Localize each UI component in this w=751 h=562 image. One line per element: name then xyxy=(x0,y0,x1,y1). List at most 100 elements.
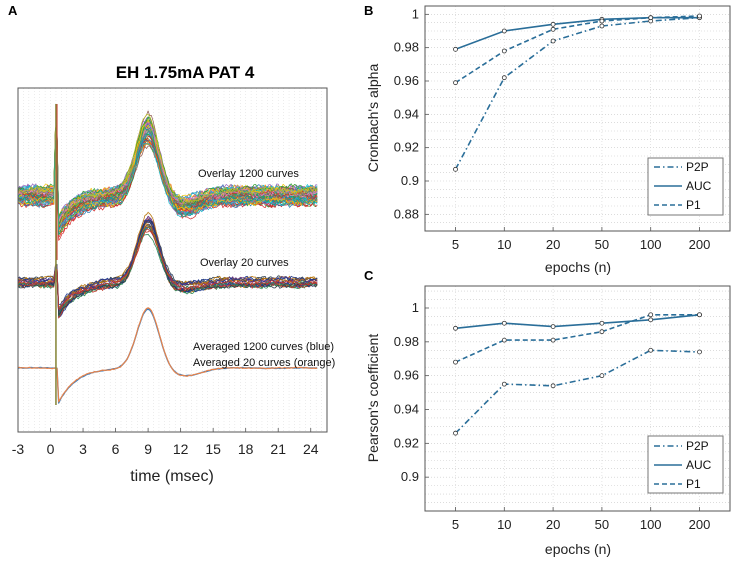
c-series-line-auc xyxy=(455,314,700,330)
c-data-point-p1 xyxy=(453,359,458,365)
c-x-tick-label: 20 xyxy=(546,517,560,532)
overlay-20-curve xyxy=(17,219,318,305)
b-data-point-auc xyxy=(453,46,458,52)
c-data-point-p2p xyxy=(550,383,556,389)
panel-b-series xyxy=(453,13,702,172)
b-data-point-p1 xyxy=(648,15,654,21)
panel-a-curves xyxy=(17,104,318,405)
b-y-tick-label: 0.96 xyxy=(394,73,419,88)
b-series-line-p2p xyxy=(454,16,700,170)
annotation-overlay-20: Overlay 20 curves xyxy=(200,257,289,269)
annotation-averaged-20: Averaged 20 curves (orange) xyxy=(193,357,335,369)
panel-c-series xyxy=(453,312,702,436)
b-data-point-p2p xyxy=(453,166,458,172)
c-data-point-auc xyxy=(453,325,458,331)
a-x-tick-label: 3 xyxy=(79,441,87,457)
c-x-tick-label: 5 xyxy=(452,517,459,532)
overlay-20-curve xyxy=(17,228,318,310)
panel-c-legend-p2p: P2P xyxy=(686,439,709,453)
overlay-1200-curve xyxy=(17,139,318,231)
c-data-point-p1 xyxy=(501,337,507,343)
b-y-tick-label: 1 xyxy=(412,6,419,21)
a-x-tick-label: 6 xyxy=(112,441,120,457)
panel-c-plot-frame xyxy=(424,285,731,512)
b-data-point-p1 xyxy=(453,80,458,86)
b-data-point-auc xyxy=(501,28,507,34)
b-x-tick-label: 50 xyxy=(595,237,609,252)
overlay-20-curve xyxy=(17,221,318,316)
annotation-averaged-1200: Averaged 1200 curves (blue) xyxy=(193,341,334,353)
c-series-line-p1 xyxy=(455,313,700,363)
panel-b-legend-p1: P1 xyxy=(686,198,701,212)
a-x-tick-label: 21 xyxy=(270,441,286,457)
panel-b-legend-p2p: P2P xyxy=(686,160,709,174)
b-data-point-p2p xyxy=(550,38,556,44)
c-x-tick-label: 100 xyxy=(640,517,662,532)
c-x-tick-label: 50 xyxy=(595,517,609,532)
overlay-1200-curve xyxy=(17,125,318,223)
overlay-1200-curve xyxy=(17,126,318,236)
b-data-point-p1 xyxy=(599,18,605,24)
b-data-point-p2p xyxy=(501,75,507,81)
a-x-tick-label: 0 xyxy=(47,441,55,457)
panel-b-y-axis-label: Cronbach's alpha xyxy=(365,64,381,173)
overlay-20-curve xyxy=(17,227,318,317)
c-data-point-p2p xyxy=(453,430,458,436)
c-series-line-p2p xyxy=(454,349,700,434)
panel-c-x-ticks: 5 10 20 50 100 200 xyxy=(452,507,710,532)
c-y-tick-label: 0.94 xyxy=(394,401,419,416)
c-y-tick-label: 0.96 xyxy=(394,368,419,383)
panel-a-x-axis-label: time (msec) xyxy=(130,468,214,485)
overlay-1200-curve xyxy=(17,116,318,218)
panel-c-y-axis-label: Pearson's coefficient xyxy=(365,334,381,463)
a-x-tick-label: 9 xyxy=(144,441,152,457)
a-x-tick-label: -3 xyxy=(12,441,25,457)
c-data-point-auc xyxy=(648,317,654,323)
b-y-tick-label: 0.92 xyxy=(394,140,419,155)
panel-c-pearson-coefficient: 0.9 0.92 0.94 0.96 0.98 1 5 10 20 50 100 200 epoch… xyxy=(365,285,731,557)
panel-b-cronbach-alpha: 0.88 0.9 0.92 0.94 0.96 0.98 1 5 10 20 50 100 200 e… xyxy=(365,5,731,275)
c-data-point-p2p xyxy=(648,347,654,353)
c-data-point-auc xyxy=(550,324,556,330)
a-x-tick-label: 24 xyxy=(303,441,319,457)
panel-c-x-axis-label: epochs (n) xyxy=(545,541,611,557)
overlay-1200-curve xyxy=(17,130,318,218)
annotation-overlay-1200: Overlay 1200 curves xyxy=(198,168,299,180)
c-data-point-p2p xyxy=(501,381,507,387)
b-x-tick-label: 10 xyxy=(497,237,511,252)
b-x-tick-label: 20 xyxy=(546,237,560,252)
panel-b-legend-auc: AUC xyxy=(686,179,712,193)
b-y-tick-label: 0.94 xyxy=(394,106,419,121)
b-data-point-p2p xyxy=(599,23,605,29)
panel-letter-a: A xyxy=(8,3,18,18)
c-data-point-auc xyxy=(599,320,605,326)
panel-b-x-axis-label: epochs (n) xyxy=(545,259,611,275)
c-y-tick-label: 0.9 xyxy=(401,469,419,484)
panel-b-y-ticks: 0.88 0.9 0.92 0.94 0.96 0.98 1 xyxy=(394,6,429,221)
b-x-tick-label: 5 xyxy=(452,237,459,252)
a-x-tick-label: 15 xyxy=(205,441,221,457)
c-data-point-p1 xyxy=(697,312,702,318)
panel-c-legend-auc: AUC xyxy=(686,458,712,472)
b-y-tick-label: 0.9 xyxy=(401,173,419,188)
b-data-point-p1 xyxy=(697,13,702,19)
c-x-tick-label: 200 xyxy=(689,517,711,532)
c-y-tick-label: 1 xyxy=(412,300,419,315)
panel-c-y-ticks: 0.9 0.92 0.94 0.96 0.98 1 xyxy=(394,300,429,484)
b-data-point-p1 xyxy=(501,48,507,54)
c-y-tick-label: 0.98 xyxy=(394,334,419,349)
b-series-line-p1 xyxy=(455,15,700,84)
c-data-point-p2p xyxy=(599,373,605,379)
b-data-point-p1 xyxy=(550,26,556,32)
b-y-tick-label: 0.98 xyxy=(394,40,419,55)
panel-a-evoked-potentials: EH 1.75mA PAT 4 -3 0 3 6 9 12 15 18 21 24 time (m… xyxy=(12,63,336,485)
c-x-tick-label: 10 xyxy=(497,517,511,532)
panel-a-title: EH 1.75mA PAT 4 xyxy=(116,63,255,82)
a-x-tick-label: 18 xyxy=(238,441,254,457)
panel-a-plot-frame xyxy=(17,87,328,433)
a-x-tick-label: 12 xyxy=(173,441,189,457)
c-data-point-auc xyxy=(501,320,507,326)
panel-b-plot-frame xyxy=(424,5,731,232)
panel-b-legend: P2P AUC P1 xyxy=(647,157,724,216)
